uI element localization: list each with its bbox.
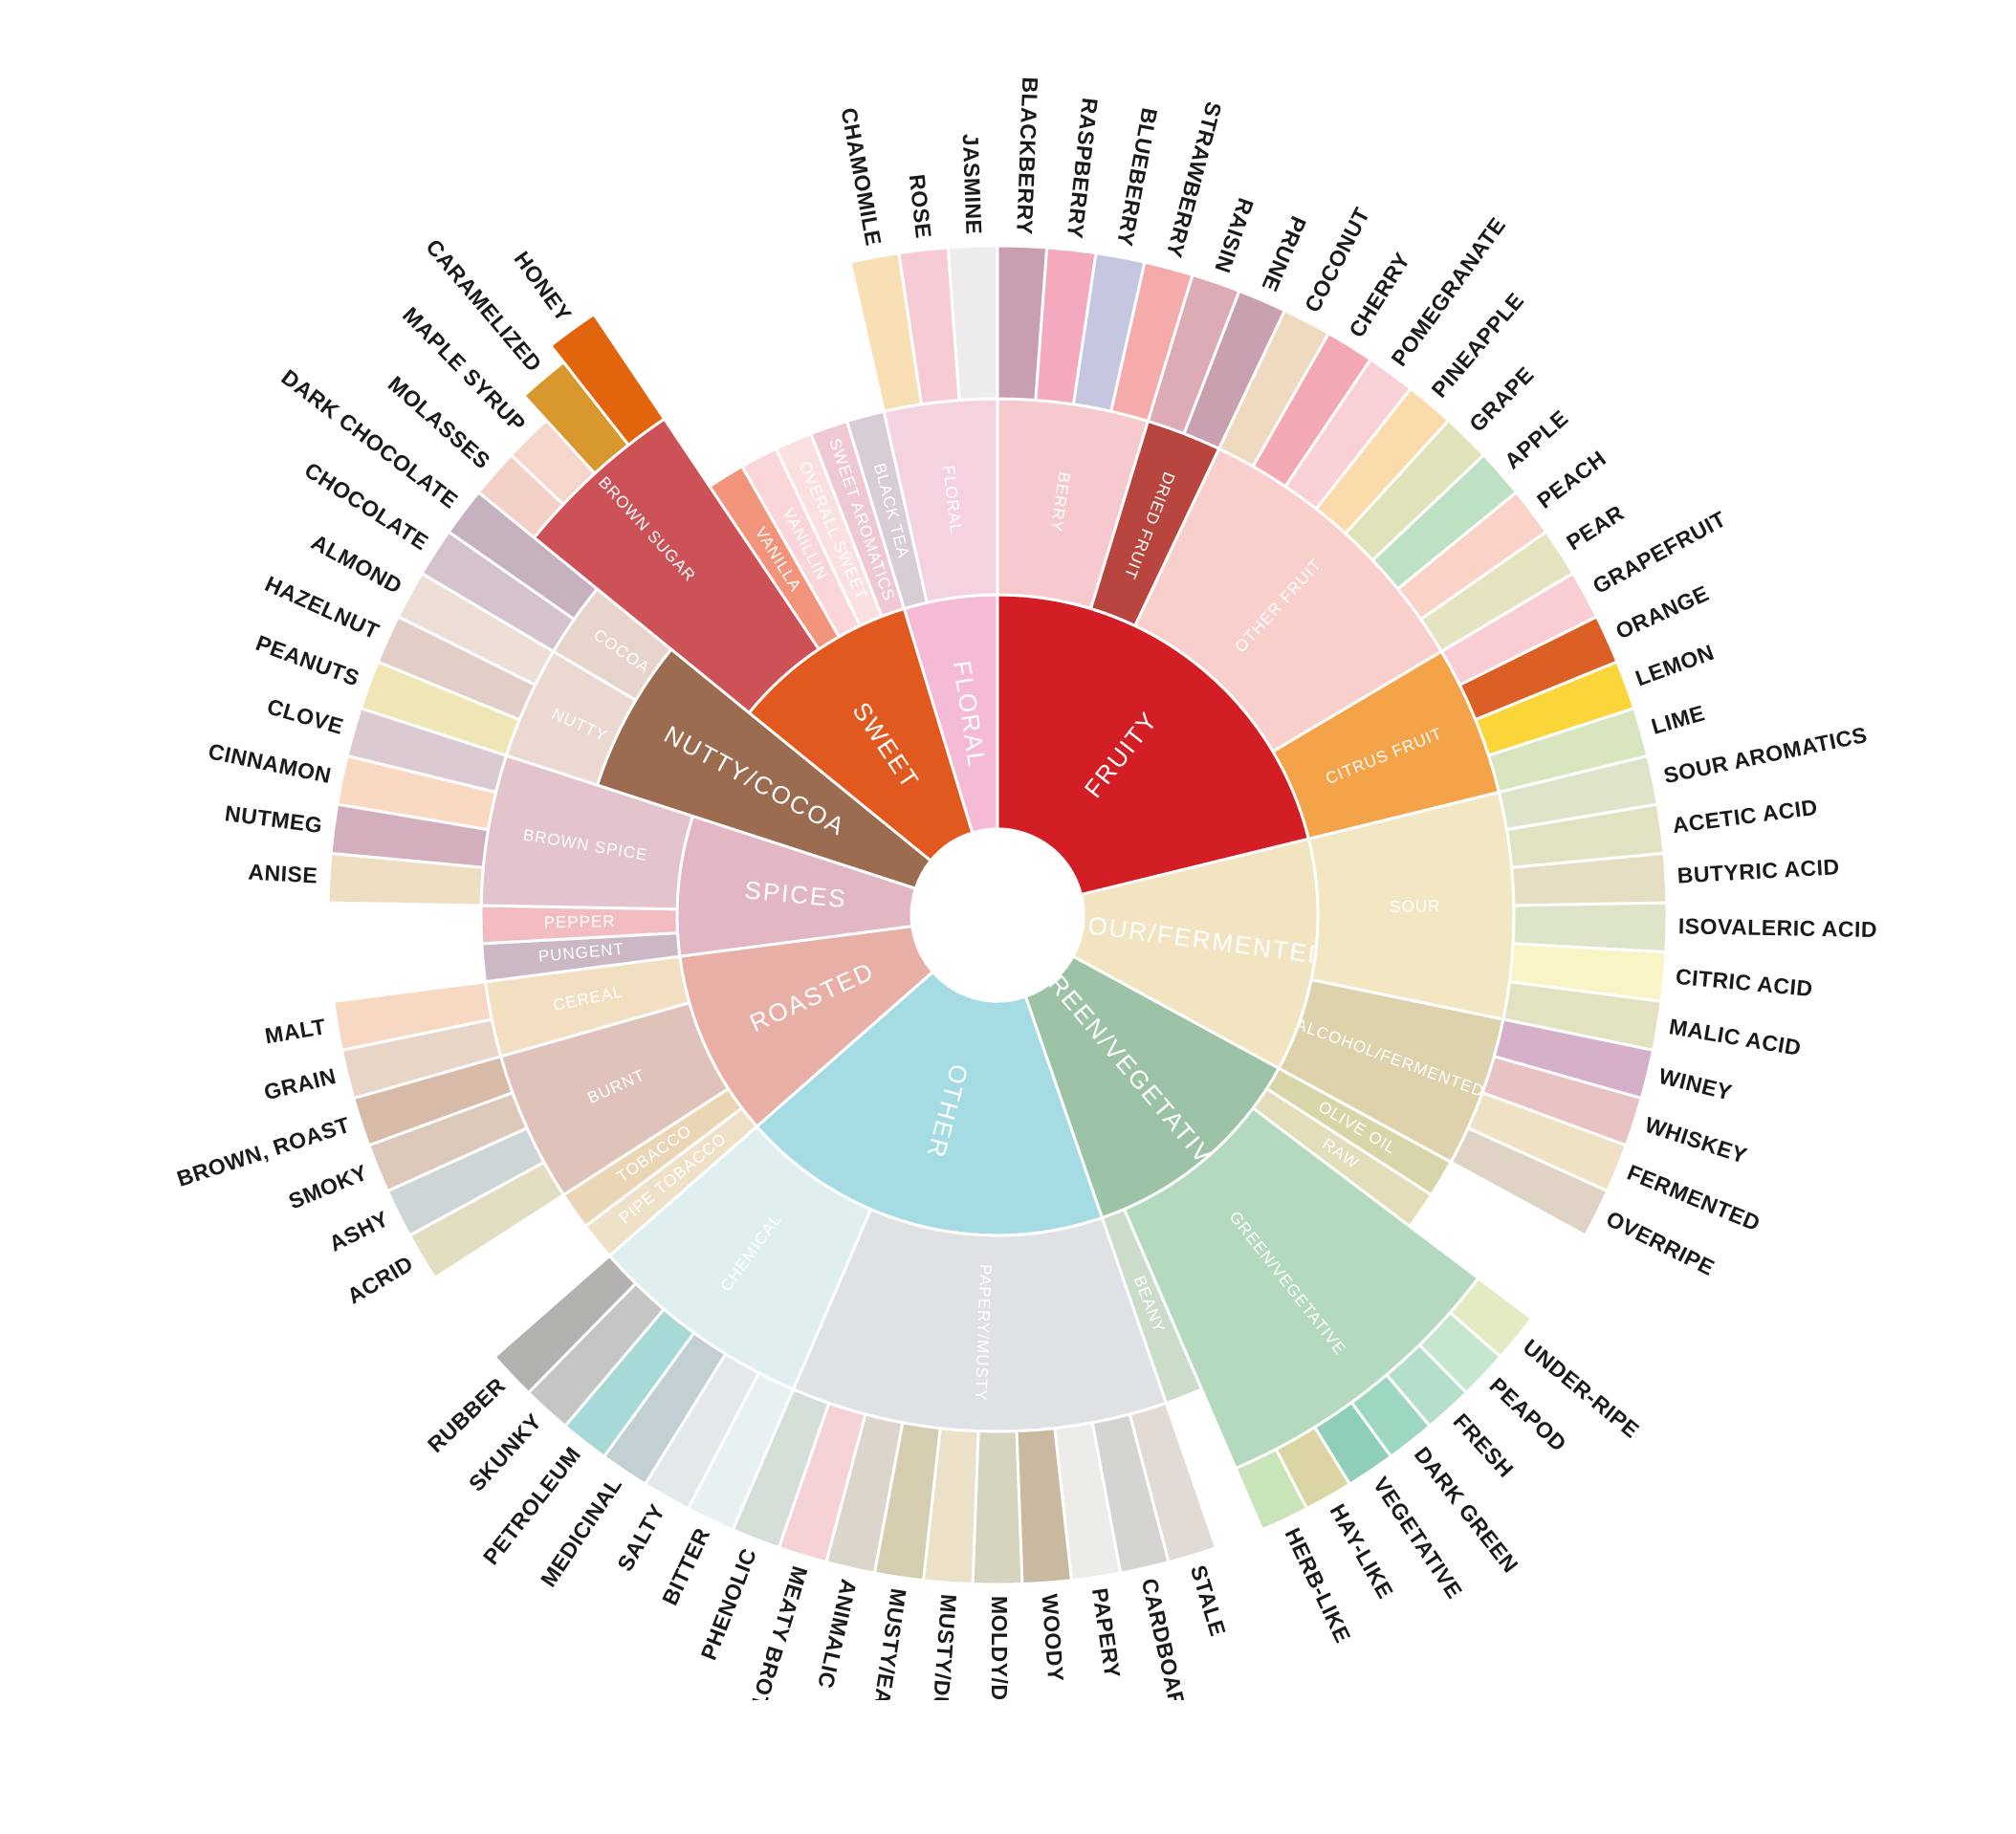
wedge-l3-herb-like: [1234, 1448, 1308, 1532]
label-l3-moldy-damp: MOLDY/DAMP: [987, 1596, 1012, 1751]
label-l3-cardboard: CARDBOARD: [1137, 1576, 1194, 1726]
label-l3-nutmeg: NUTMEG: [224, 800, 324, 838]
label-l3-isovaleric-acid: ISOVALERIC ACID: [1678, 913, 1878, 942]
label-l3-lime: LIME: [1649, 700, 1708, 739]
wedge-l3-jasmine: [946, 244, 999, 402]
label-l3-malt: MALT: [263, 1014, 328, 1048]
label-l3-peach: PEACH: [1532, 446, 1611, 513]
label-l3-blueberry: BLUEBERRY: [1112, 106, 1163, 249]
label-l3-apple: APPLE: [1500, 405, 1573, 474]
label-l2-sour: SOUR: [1390, 897, 1440, 916]
label-l3-musty-dusty: MUSTY/DUSTY: [925, 1593, 962, 1758]
label-l3-acetic-acid: ACETIC ACID: [1671, 795, 1819, 838]
label-l3-fresh: FRESH: [1449, 1408, 1519, 1482]
label-l3-pear: PEAR: [1562, 500, 1628, 556]
label-l3-salty: SALTY: [612, 1499, 669, 1575]
label-l3-whiskey: WHISKEY: [1642, 1112, 1750, 1168]
label-l3-meaty-brothy: MEATY BROTHY: [736, 1563, 813, 1742]
label-l3-winey: WINEY: [1656, 1063, 1735, 1105]
label-l3-butyric-acid: BUTYRIC ACID: [1676, 854, 1840, 887]
label-l3-honey: HONEY: [509, 247, 577, 326]
label-l3-acrid: ACRID: [342, 1251, 417, 1309]
wedge-l3-honey: [549, 313, 667, 447]
label-l3-papery: PAPERY: [1087, 1586, 1126, 1680]
label-l3-dark-chocolate: DARK CHOCOLATE: [277, 364, 463, 513]
label-l3-cinnamon: CINNAMON: [207, 738, 334, 788]
label-l3-lemon: LEMON: [1632, 640, 1717, 691]
label-l3-almond: ALMOND: [307, 529, 406, 599]
label-l3-smoky: SMOKY: [285, 1160, 371, 1214]
label-l3-clove: CLOVE: [265, 693, 347, 738]
label-l3-malic-acid: MALIC ACID: [1667, 1014, 1803, 1060]
label-l3-citric-acid: CITRIC ACID: [1675, 964, 1814, 1001]
label-l3-ashy: ASHY: [325, 1206, 393, 1256]
wedge-l3-moldy-damp: [971, 1430, 1024, 1586]
label-l3-cherry: CHERRY: [1344, 248, 1414, 341]
label-l3-raspberry: RASPBERRY: [1063, 97, 1103, 240]
label-l3-blackberry: BLACKBERRY: [1012, 76, 1042, 235]
label-l3-raisin: RAISIN: [1210, 195, 1259, 276]
label-l3-woody: WOODY: [1038, 1593, 1069, 1683]
label-l3-bitter: BITTER: [657, 1524, 714, 1609]
label-l3-strawberry: STRAWBERRY: [1161, 99, 1226, 261]
label-l3-orange: ORANGE: [1611, 580, 1712, 644]
label-l3-overripe: OVERRIPE: [1602, 1206, 1719, 1280]
label-l2-pepper: PEPPER: [543, 912, 615, 931]
label-l3-anise: ANISE: [248, 860, 318, 888]
label-l3-hay-like: HAY-LIKE: [1326, 1499, 1399, 1603]
label-l3-grape: GRAPE: [1464, 361, 1539, 436]
label-l3-prune: PRUNE: [1257, 212, 1311, 295]
label-l3-chamomile: CHAMOMILE: [836, 106, 886, 249]
label-l3-grain: GRAIN: [261, 1063, 339, 1104]
label-l3-rose: ROSE: [905, 173, 936, 240]
label-l3-stale: STALE: [1186, 1562, 1231, 1639]
label-l3-peanuts: PEANUTS: [252, 630, 362, 690]
label-l3-sour-aromatics: SOUR AROMATICS: [1661, 722, 1869, 788]
label-l3-musty-earthy: MUSTY/EARTHY: [861, 1587, 911, 1768]
label-l3-jasmine: JASMINE: [958, 133, 987, 235]
label-l3-animalic: ANIMALIC: [813, 1577, 862, 1691]
label-l3-phenolic: PHENOLIC: [696, 1545, 762, 1664]
